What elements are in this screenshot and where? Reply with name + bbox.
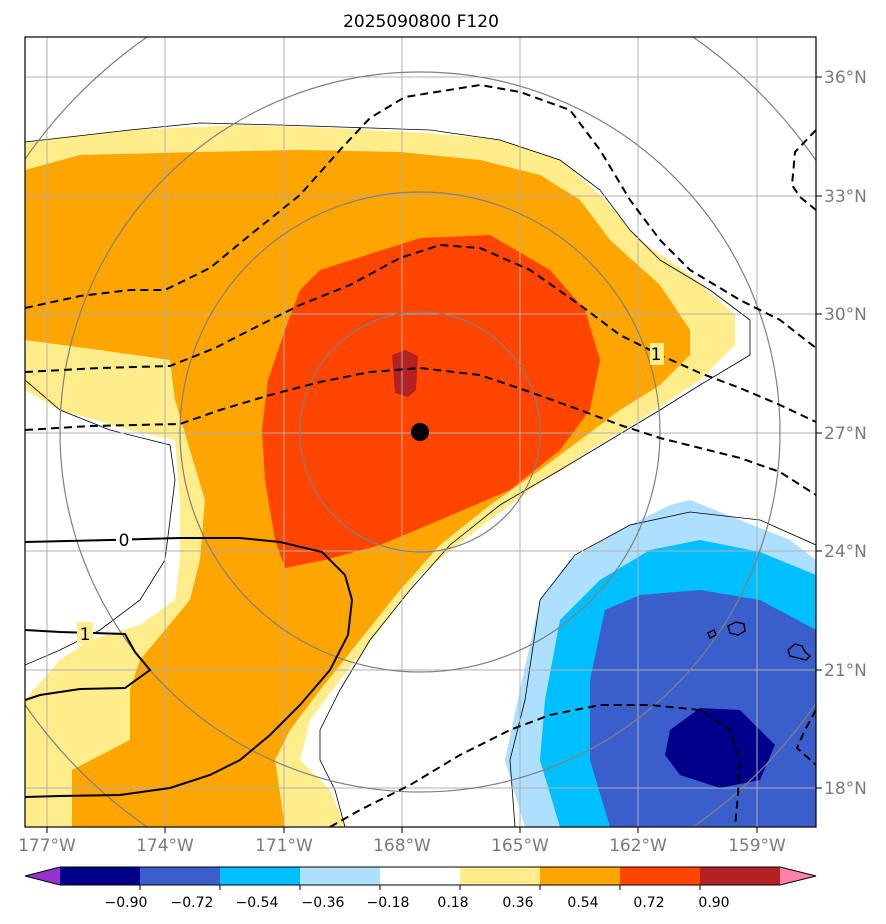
y-tick-label: 27°N xyxy=(824,424,867,444)
shaded-field xyxy=(25,125,816,827)
dashed-contours xyxy=(25,83,816,827)
colorbar-segment xyxy=(460,867,541,885)
storm-center-marker xyxy=(411,423,429,441)
graticule xyxy=(25,37,816,827)
x-tick-label: 177°W xyxy=(18,836,76,856)
y-tick-label: 21°N xyxy=(824,661,867,681)
x-tick-label: 159°W xyxy=(728,836,786,856)
colorbar-tick-marks xyxy=(139,885,701,890)
range-ring-3 xyxy=(59,71,781,793)
contour-label-1b: 1 xyxy=(651,345,662,365)
colorbar-tick-label: 0.36 xyxy=(502,895,533,911)
y-tick-label: 33°N xyxy=(824,187,867,207)
colorbar-tick-labels: −0.90 −0.72 −0.54 −0.36 −0.18 0.18 0.36 … xyxy=(105,895,730,911)
colorbar-tick-label: 0.72 xyxy=(633,895,664,911)
colorbar-segment xyxy=(620,867,701,885)
colorbar-segment xyxy=(60,867,141,885)
band-navy xyxy=(665,708,775,788)
y-tick-label: 24°N xyxy=(824,542,867,562)
band-dark-red xyxy=(392,350,418,397)
band-red-orange xyxy=(262,235,600,568)
colorbar-tick-label: 0.90 xyxy=(698,895,729,911)
colorbar-tick-label: −0.90 xyxy=(105,895,148,911)
island-outline xyxy=(707,629,717,639)
colorbar-segments xyxy=(60,867,781,885)
contour-label-1a: 1 xyxy=(80,625,91,645)
colorbar-segment xyxy=(140,867,221,885)
tick-marks xyxy=(46,76,822,833)
hawaii-islands xyxy=(707,621,812,661)
colorbar-low-extension xyxy=(25,867,60,885)
colorbar-segment xyxy=(300,867,381,885)
colorbar-tick-label: −0.36 xyxy=(302,895,345,911)
y-tick-label: 36°N xyxy=(824,68,867,88)
map-frame xyxy=(24,36,817,828)
island-outline xyxy=(727,621,746,636)
colorbar-segment xyxy=(220,867,301,885)
contour-label-bg-0 xyxy=(116,528,132,550)
contour-label-bg-1b xyxy=(650,343,664,365)
colorbar: −0.90 −0.72 −0.54 −0.36 −0.18 0.18 0.36 … xyxy=(24,866,817,911)
x-tick-label: 165°W xyxy=(491,836,549,856)
x-tick-label: 162°W xyxy=(609,836,667,856)
x-tick-label: 174°W xyxy=(136,836,194,856)
island-outline xyxy=(787,643,812,661)
colorbar-tick-label: −0.72 xyxy=(171,895,214,911)
colorbar-tick-label: 0.54 xyxy=(567,895,598,911)
x-tick-labels: 177°W 174°W 171°W 168°W 165°W 162°W 159°… xyxy=(18,836,786,856)
colorbar-outline xyxy=(24,866,817,886)
contour-zero xyxy=(25,537,354,798)
map-title: 2025090800 F120 xyxy=(343,12,499,32)
colorbar-high-extension xyxy=(780,867,816,885)
range-ring-2 xyxy=(179,191,661,673)
colorbar-tick-label: −0.54 xyxy=(236,895,279,911)
x-tick-label: 168°W xyxy=(373,836,431,856)
colorbar-tick-label: −0.18 xyxy=(367,895,410,911)
colorbar-segment xyxy=(380,867,461,885)
colorbar-segment xyxy=(540,867,621,885)
colorbar-segment xyxy=(700,867,781,885)
y-tick-label: 30°N xyxy=(824,305,867,325)
y-tick-label: 18°N xyxy=(824,779,867,799)
contour-label-0: 0 xyxy=(119,531,130,551)
contour-label-bg-1a xyxy=(77,622,93,644)
x-tick-label: 171°W xyxy=(255,836,313,856)
range-ring-1 xyxy=(299,311,541,553)
y-tick-labels: 36°N 33°N 30°N 27°N 24°N 21°N 18°N xyxy=(824,68,867,799)
colorbar-tick-label: 0.18 xyxy=(437,895,468,911)
